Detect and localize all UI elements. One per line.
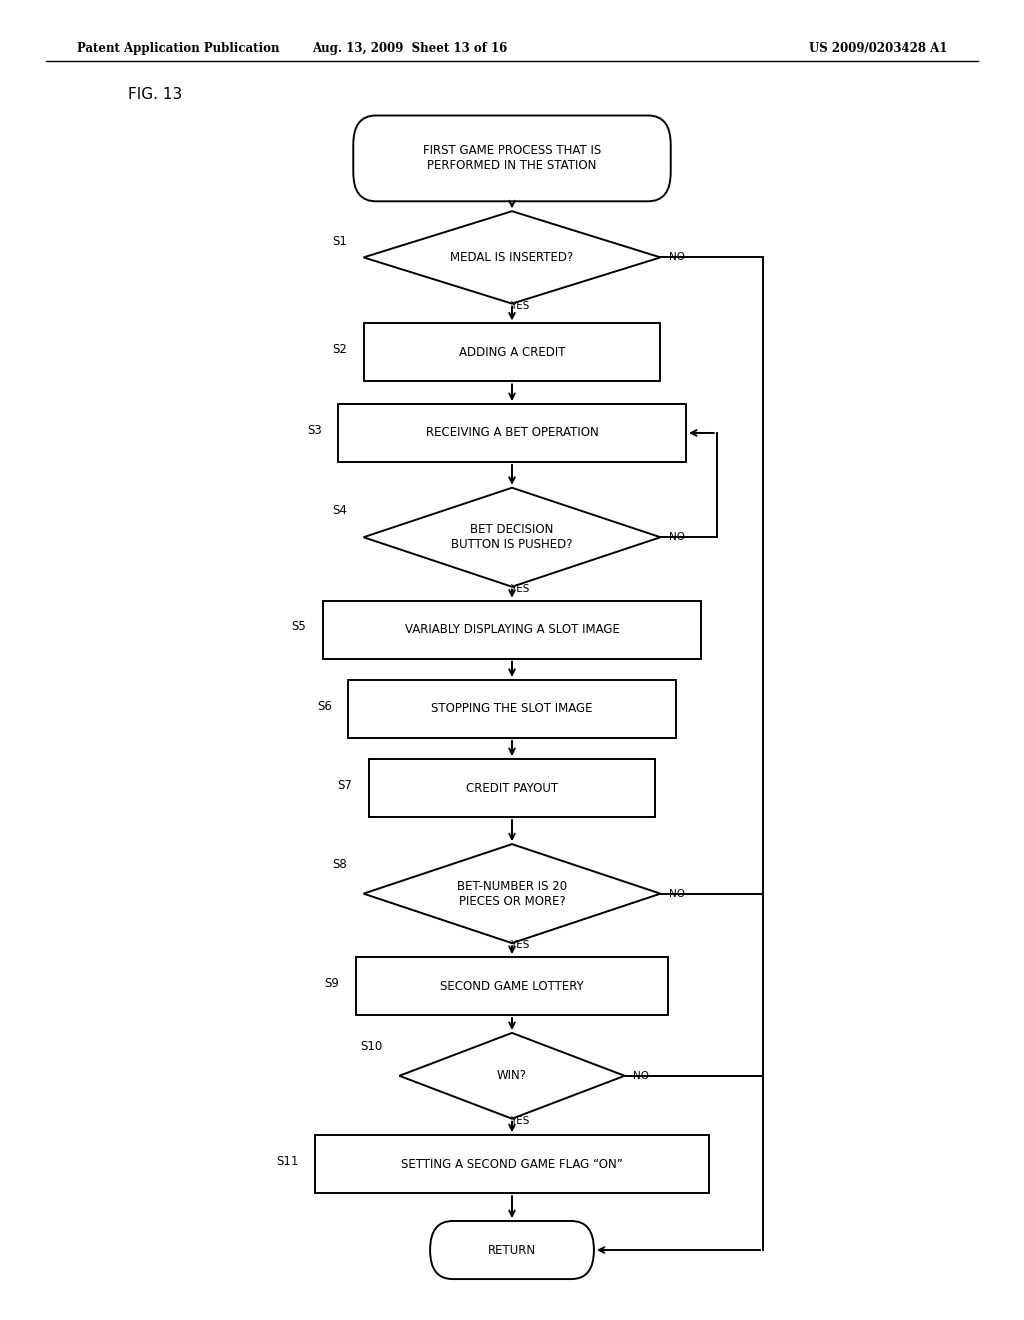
Text: S3: S3 [307, 424, 322, 437]
Polygon shape [364, 488, 660, 586]
Text: RETURN: RETURN [488, 1243, 536, 1257]
Text: NO: NO [669, 252, 685, 263]
Text: YES: YES [511, 583, 529, 594]
Text: S5: S5 [292, 620, 306, 634]
Text: ADDING A CREDIT: ADDING A CREDIT [459, 346, 565, 359]
Text: S9: S9 [325, 977, 340, 990]
Text: NO: NO [669, 532, 685, 543]
Text: YES: YES [511, 940, 529, 950]
Polygon shape [364, 845, 660, 942]
Text: S10: S10 [360, 1040, 383, 1053]
Text: S11: S11 [276, 1155, 299, 1168]
Text: BET DECISION
BUTTON IS PUSHED?: BET DECISION BUTTON IS PUSHED? [452, 523, 572, 552]
Text: RECEIVING A BET OPERATION: RECEIVING A BET OPERATION [426, 426, 598, 440]
Text: S1: S1 [332, 235, 347, 248]
Text: YES: YES [511, 301, 529, 312]
Text: FIG. 13: FIG. 13 [128, 87, 182, 102]
Text: NO: NO [669, 888, 685, 899]
Text: BET-NUMBER IS 20
PIECES OR MORE?: BET-NUMBER IS 20 PIECES OR MORE? [457, 879, 567, 908]
Text: S4: S4 [332, 504, 347, 517]
Text: Aug. 13, 2009  Sheet 13 of 16: Aug. 13, 2009 Sheet 13 of 16 [312, 42, 507, 55]
Text: SECOND GAME LOTTERY: SECOND GAME LOTTERY [440, 979, 584, 993]
Text: VARIABLY DISPLAYING A SLOT IMAGE: VARIABLY DISPLAYING A SLOT IMAGE [404, 623, 620, 636]
FancyBboxPatch shape [430, 1221, 594, 1279]
Bar [338, 404, 686, 462]
Text: MEDAL IS INSERTED?: MEDAL IS INSERTED? [451, 251, 573, 264]
Text: S6: S6 [316, 700, 332, 713]
Text: YES: YES [511, 1117, 529, 1126]
Bar [356, 957, 669, 1015]
Polygon shape [364, 211, 660, 304]
Bar [369, 759, 655, 817]
Text: US 2009/0203428 A1: US 2009/0203428 A1 [809, 42, 947, 55]
Text: SETTING A SECOND GAME FLAG “ON”: SETTING A SECOND GAME FLAG “ON” [401, 1158, 623, 1171]
Bar [348, 680, 676, 738]
Text: FIRST GAME PROCESS THAT IS
PERFORMED IN THE STATION: FIRST GAME PROCESS THAT IS PERFORMED IN … [423, 144, 601, 173]
Bar [315, 1135, 709, 1193]
Text: S7: S7 [337, 779, 352, 792]
Text: STOPPING THE SLOT IMAGE: STOPPING THE SLOT IMAGE [431, 702, 593, 715]
Text: CREDIT PAYOUT: CREDIT PAYOUT [466, 781, 558, 795]
FancyBboxPatch shape [353, 115, 671, 201]
Bar [323, 601, 701, 659]
Text: WIN?: WIN? [497, 1069, 527, 1082]
Text: S2: S2 [332, 343, 347, 356]
Polygon shape [399, 1032, 625, 1119]
Text: NO: NO [633, 1071, 649, 1081]
Bar [364, 323, 660, 381]
Text: S8: S8 [333, 858, 347, 871]
Text: Patent Application Publication: Patent Application Publication [77, 42, 280, 55]
